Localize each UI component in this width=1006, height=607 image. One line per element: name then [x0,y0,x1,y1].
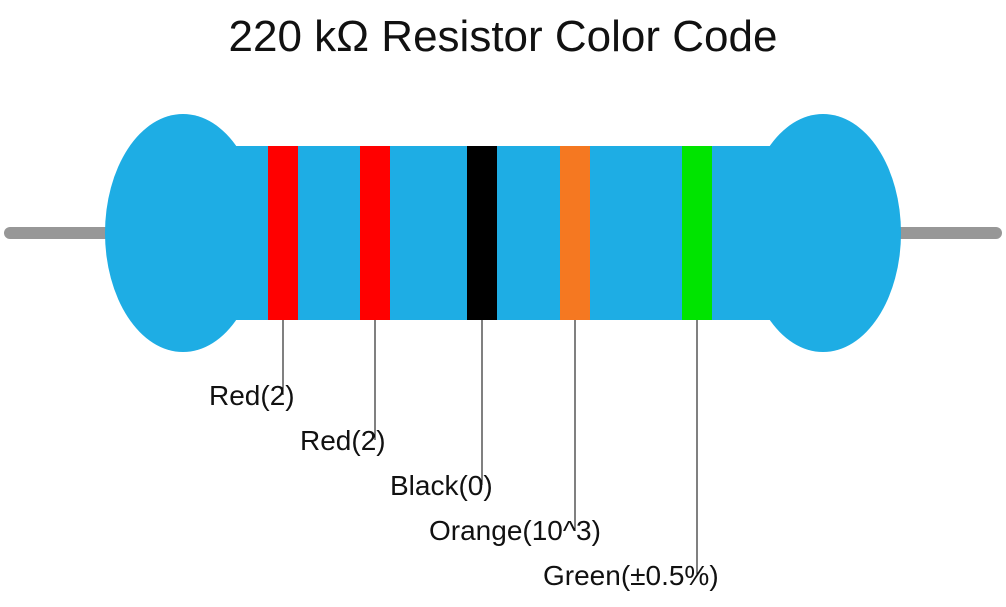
band-2 [360,146,390,320]
band-2-label: Red(2) [300,425,386,457]
band-5-label: Green(±0.5%) [543,560,719,592]
band-5 [682,146,712,320]
band-4-label: Orange(10^3) [429,515,601,547]
band-3 [467,146,497,320]
band-3-label: Black(0) [390,470,493,502]
band-4 [560,146,590,320]
band-1-label: Red(2) [209,380,295,412]
band-1 [268,146,298,320]
